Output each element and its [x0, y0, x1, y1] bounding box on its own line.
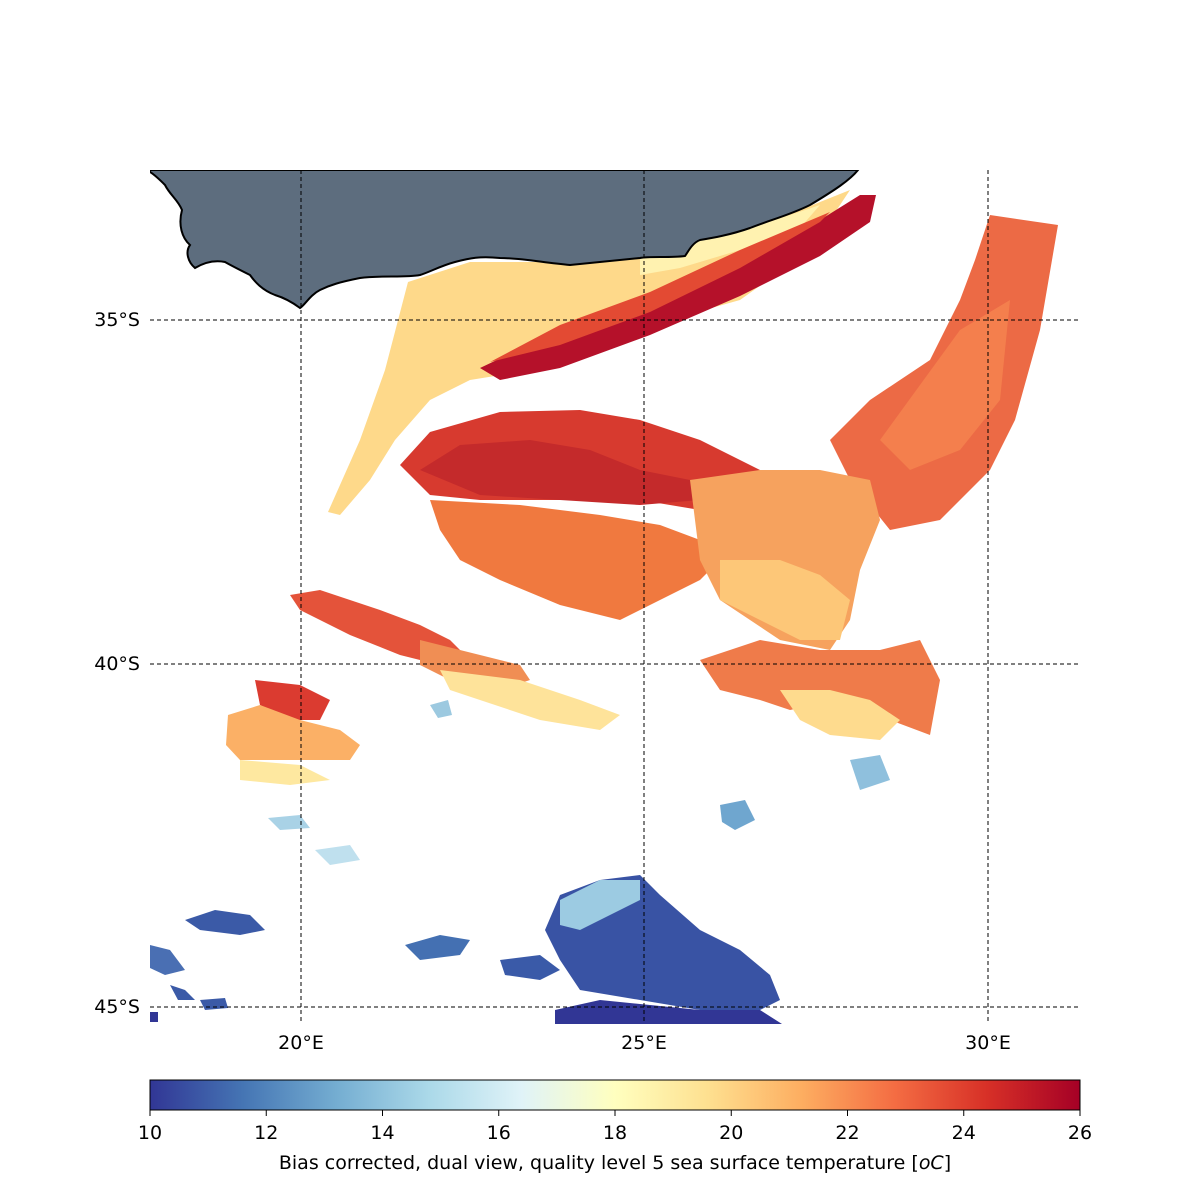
sst-patch-sw-light	[315, 845, 360, 865]
sst-patch-southern-cold-light	[560, 880, 640, 930]
sst-patch-central-orange	[430, 500, 720, 620]
lat-label-40s: 40°S	[94, 653, 140, 675]
sst-patch-yellow-streaks	[440, 670, 620, 730]
lon-label-20e: 20°E	[278, 1032, 324, 1054]
sst-patch-east-south-yellow	[780, 690, 900, 740]
lat-label-45s: 45°S	[94, 996, 140, 1018]
colorbar-tick-label: 20	[719, 1122, 744, 1144]
lon-label-25e: 25°E	[621, 1032, 667, 1054]
colorbar-tick-label: 14	[370, 1122, 395, 1144]
sst-patch-southern-cold-bottom	[555, 1000, 782, 1024]
sst-patch-west-strip-yellow	[240, 760, 330, 785]
sst-patch-cool-3	[268, 815, 310, 830]
colorbar-title-end: ]	[943, 1152, 952, 1174]
sst-patch-cool-1	[430, 700, 452, 718]
sst-patch-sw-cold-1	[185, 910, 265, 935]
sst-patch-cool-4	[850, 755, 890, 790]
colorbar-tick-label: 18	[602, 1122, 628, 1144]
sst-patch-coastal-light	[640, 205, 820, 275]
sst-patch-agulhas-edge	[490, 212, 830, 362]
sst-patch-west-strip-orange	[226, 705, 360, 760]
sst-patch-cool-2	[720, 800, 755, 830]
map-area	[150, 170, 1080, 1024]
colorbar-tick-label: 12	[254, 1122, 279, 1144]
sst-patch-southern-cold-west	[500, 955, 560, 980]
sst-patch-mid-yellow	[720, 560, 850, 640]
sst-patch-sw-cold-3	[405, 935, 470, 960]
sst-patch-sw-cold-2	[150, 945, 185, 975]
colorbar-tick-label: 22	[835, 1122, 860, 1144]
land-south-africa	[150, 170, 860, 310]
sst-patch-retroflection-core	[420, 440, 700, 505]
colorbar-tick-label: 24	[951, 1122, 976, 1144]
sst-patch-sw-cold-4	[170, 985, 195, 1000]
sst-patch-east-inner	[880, 300, 1010, 470]
colorbar-title: Bias corrected, dual view, quality level…	[150, 1154, 1080, 1173]
colorbar-title-unit: oC	[918, 1152, 944, 1174]
sst-field	[150, 190, 1058, 1024]
colorbar-tick-label: 26	[1067, 1122, 1093, 1144]
sst-patch-west-strip-red	[255, 680, 330, 720]
colorbar-ticks	[149, 1110, 1081, 1116]
colorbar-tick-label: 16	[486, 1122, 511, 1144]
lat-label-35s: 35°S	[94, 309, 140, 331]
colorbar-tick-label: 10	[137, 1122, 163, 1144]
colorbar	[149, 1079, 1081, 1111]
colorbar-title-text: Bias corrected, dual view, quality level…	[278, 1152, 919, 1174]
sst-patch-sw-cold-6	[150, 1012, 158, 1022]
lon-label-30e: 30°E	[965, 1032, 1011, 1054]
